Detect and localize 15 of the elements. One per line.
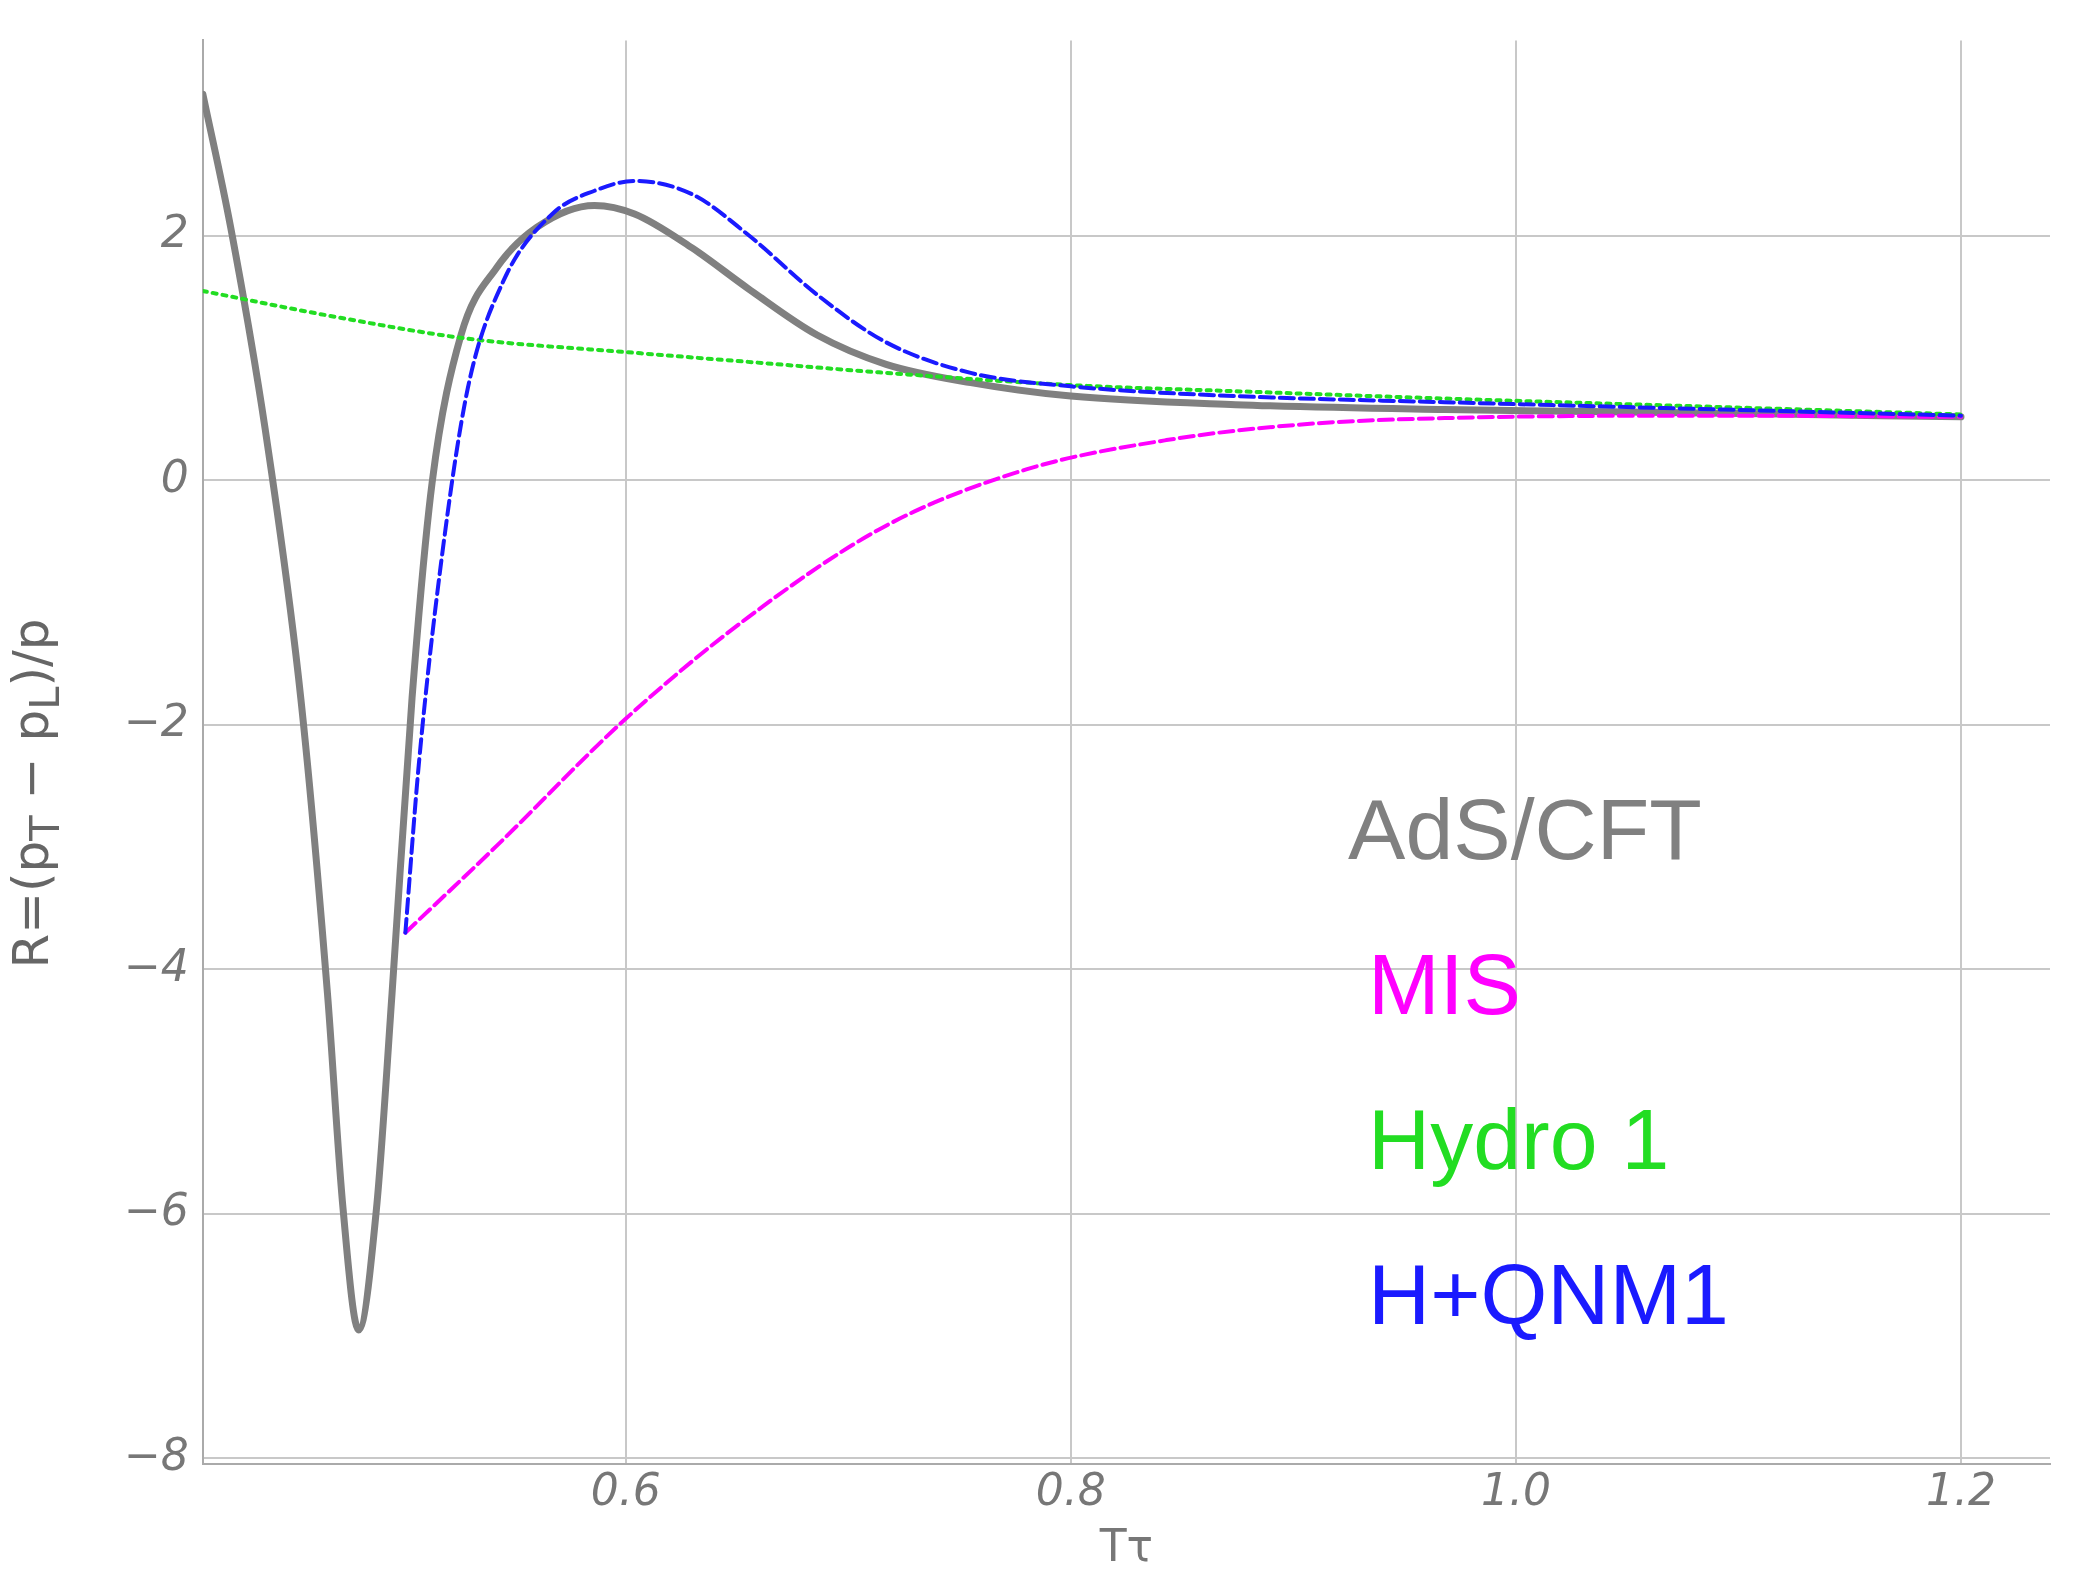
text: MIS (1368, 936, 1521, 1033)
x-axis-title: Tτ (1098, 1520, 1154, 1572)
x-tick-label: 0.6 (590, 1464, 661, 1516)
y-tick-label: −6 (123, 1184, 189, 1236)
x-tick-label: 0.8 (1035, 1464, 1106, 1516)
text: Hydro 1 (1368, 1091, 1670, 1188)
x-tick-label: 1.0 (1480, 1464, 1551, 1516)
y-tick-label: −8 (123, 1428, 189, 1480)
y-tick-label: −4 (123, 939, 189, 991)
y-tick-label: 0 (160, 450, 189, 502)
y-tick-label: 2 (160, 206, 189, 258)
text: H+QNM1 (1368, 1246, 1729, 1343)
text: AdS/CFT (1348, 781, 1702, 878)
x-tick-label: 1.2 (1925, 1464, 1996, 1516)
y-tick-label: −2 (123, 695, 189, 747)
